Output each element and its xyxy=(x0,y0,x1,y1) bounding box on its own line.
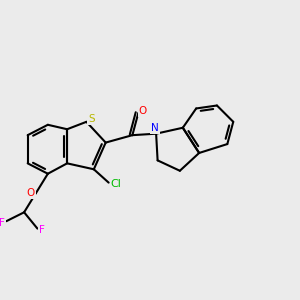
Text: S: S xyxy=(88,114,95,124)
Text: N: N xyxy=(151,123,158,133)
Text: O: O xyxy=(139,106,147,116)
Text: Cl: Cl xyxy=(111,179,122,189)
Text: F: F xyxy=(39,225,45,235)
Text: F: F xyxy=(0,218,5,228)
Text: O: O xyxy=(26,188,35,198)
